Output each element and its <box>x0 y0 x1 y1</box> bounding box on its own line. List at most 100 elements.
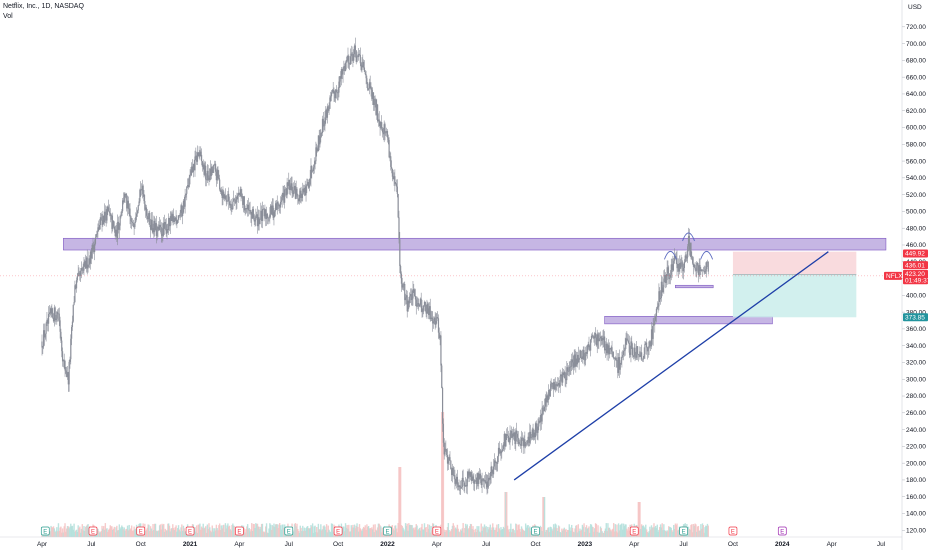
candle-body <box>242 196 245 205</box>
head-shoulders-arcs[interactable] <box>664 232 714 260</box>
candle-body <box>127 200 129 209</box>
earnings-marker[interactable]: E <box>777 526 787 536</box>
volume-bar <box>248 528 250 537</box>
stop-loss-zone[interactable] <box>732 251 857 275</box>
price-tick-label: 380.00 <box>906 309 926 316</box>
uptrend-line[interactable] <box>513 251 829 481</box>
candle-body <box>680 262 682 269</box>
volume-bar <box>489 524 491 537</box>
candle-body <box>149 212 151 225</box>
currency-label[interactable]: USD <box>908 4 922 11</box>
volume-bar <box>176 531 178 537</box>
pattern-arc[interactable] <box>682 232 695 242</box>
profit-target-zone[interactable] <box>732 274 857 318</box>
volume-bar <box>543 497 546 537</box>
candle-body <box>618 357 620 373</box>
candle-body <box>626 338 628 340</box>
volume-bar <box>201 527 204 537</box>
price-tick-label: 220.00 <box>906 444 926 451</box>
candle-body <box>513 432 515 437</box>
candle-body <box>279 206 281 208</box>
candle-body <box>96 230 98 235</box>
price-zone[interactable] <box>675 284 714 289</box>
risk-reward-tool[interactable] <box>732 251 857 318</box>
candle-body <box>139 189 141 202</box>
candle-body <box>528 436 530 443</box>
candle-body <box>552 383 554 390</box>
earnings-marker[interactable]: E <box>728 526 738 536</box>
volume-bar <box>690 524 692 537</box>
candle-body <box>71 321 74 328</box>
candle-body <box>205 179 208 181</box>
earnings-marker[interactable]: E <box>40 526 50 536</box>
volume-bar <box>700 528 703 537</box>
symbol-title[interactable]: Netflix, Inc., 1D, NASDAQ <box>3 3 84 10</box>
volume-bar <box>666 530 668 537</box>
candle-body <box>67 372 69 385</box>
earnings-marker[interactable]: E <box>185 526 195 536</box>
pattern-arc[interactable] <box>700 250 714 260</box>
candle-body <box>488 477 490 482</box>
candle-body <box>559 376 561 387</box>
volume-bar <box>616 524 618 537</box>
volume-bar <box>218 523 221 537</box>
candle-body <box>276 202 278 210</box>
candle-body <box>43 330 45 347</box>
candle-body <box>571 359 574 363</box>
volume-bar <box>102 526 105 537</box>
volume-bar <box>177 525 180 537</box>
candle-body <box>429 306 431 320</box>
earnings-marker[interactable]: E <box>679 526 688 536</box>
earnings-marker[interactable]: E <box>333 526 343 536</box>
candle-body <box>45 323 47 334</box>
volume-bar <box>330 532 332 537</box>
candle-body <box>268 216 270 218</box>
candle-body <box>109 212 111 215</box>
time-tick-label: Apr <box>827 541 838 548</box>
earnings-marker[interactable]: E <box>629 526 639 536</box>
earnings-marker[interactable]: E <box>136 526 146 536</box>
volume-bar <box>224 523 227 537</box>
candle-body <box>176 220 178 224</box>
pattern-arc[interactable] <box>664 250 677 260</box>
candle-body <box>107 206 109 208</box>
volume-bar <box>80 528 83 537</box>
volume-bar <box>607 523 609 537</box>
candle-body <box>331 90 333 93</box>
volume-bar <box>418 527 421 537</box>
earnings-marker[interactable]: E <box>284 526 294 536</box>
volume-bar <box>325 529 327 537</box>
earnings-marker[interactable]: E <box>383 526 392 536</box>
earnings-marker[interactable]: E <box>531 526 540 536</box>
candle-body <box>333 89 335 94</box>
earnings-marker[interactable]: E <box>235 526 244 536</box>
time-axis[interactable]: Apr Jul Oct 2021 Apr Jul Oct 2022 Apr Jul Oct 2023 A… <box>0 536 902 550</box>
price-zone[interactable] <box>63 237 887 251</box>
volume-bar <box>520 531 522 537</box>
candle-body <box>350 53 352 57</box>
candle-body <box>459 485 461 488</box>
volume-bar <box>549 526 552 537</box>
volume-bar <box>663 530 666 537</box>
volume-bar <box>107 531 109 537</box>
price-zone[interactable] <box>604 316 773 325</box>
volume-bar <box>558 526 561 537</box>
volume-bar <box>691 524 693 537</box>
candle-body <box>122 200 124 212</box>
volume-bar <box>77 525 79 537</box>
candle-body <box>198 152 200 157</box>
earnings-marker[interactable]: E <box>432 526 442 536</box>
candle-body <box>234 199 236 203</box>
volume-bar <box>51 527 54 537</box>
earnings-marker[interactable]: E <box>88 526 98 536</box>
candle-body <box>54 307 56 320</box>
trendline[interactable] <box>513 251 829 481</box>
candle-body <box>348 55 350 64</box>
volume-label[interactable]: Vol <box>3 13 13 20</box>
volume-bar <box>245 529 247 537</box>
volume-bar <box>692 524 695 537</box>
candle-body <box>91 244 93 259</box>
support-resistance-zones[interactable] <box>63 237 887 325</box>
